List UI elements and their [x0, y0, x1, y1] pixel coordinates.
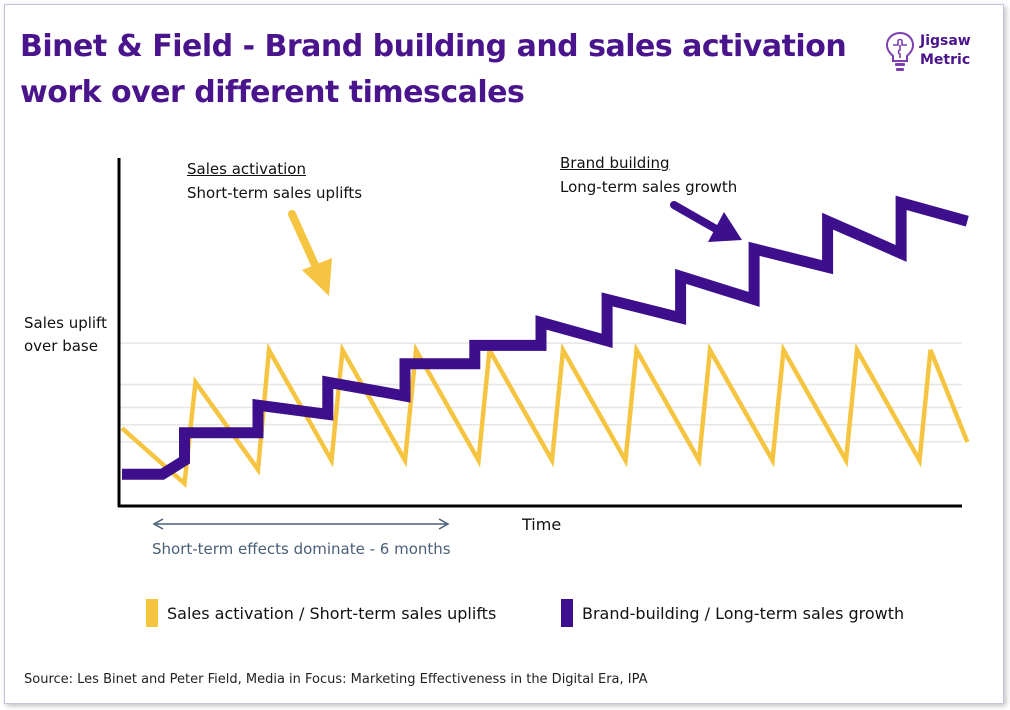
logo-line2: Metric	[920, 52, 971, 68]
lightbulb-puzzle-icon	[885, 31, 915, 71]
y-axis-label: Sales uplift over base	[24, 312, 107, 358]
x-axis-label: Time	[522, 515, 562, 534]
y-axis-label-line2: over base	[24, 337, 98, 355]
sales-callout-arrow	[288, 210, 332, 296]
chart-grid	[120, 342, 962, 443]
brand-callout-arrow	[670, 201, 742, 242]
legend-label-brand: Brand-building / Long-term sales growth	[582, 603, 905, 623]
short-term-span-label: Short-term effects dominate - 6 months	[152, 540, 451, 558]
legend-swatch-brand	[561, 599, 573, 627]
y-axis-label-line1: Sales uplift	[24, 314, 107, 332]
source-note: Source: Les Binet and Peter Field, Media…	[24, 672, 648, 687]
chart-series	[120, 195, 970, 488]
short-term-span-arrow	[152, 518, 450, 530]
legend-item-sales: Sales activation / Short-term sales upli…	[146, 598, 496, 628]
legend-item-brand: Brand-building / Long-term sales growth	[561, 598, 904, 628]
sales-activation-subtitle: Short-term sales uplifts	[187, 184, 363, 202]
sales-activation-line	[120, 342, 970, 488]
logo-text: Jigsaw Metric	[920, 32, 971, 70]
logo-line1: Jigsaw	[920, 33, 971, 49]
brand-logo: Jigsaw Metric	[884, 30, 994, 74]
sales-activation-label: Sales activation	[187, 160, 306, 178]
legend-label-sales: Sales activation / Short-term sales upli…	[167, 603, 497, 623]
legend-swatch-sales	[146, 599, 158, 627]
infographic-card	[4, 4, 1004, 704]
brand-building-label: Brand building	[560, 154, 670, 172]
brand-building-line	[122, 195, 969, 480]
brand-building-subtitle: Long-term sales growth	[560, 178, 738, 196]
page-title: Binet & Field - Brand building and sales…	[20, 29, 847, 110]
